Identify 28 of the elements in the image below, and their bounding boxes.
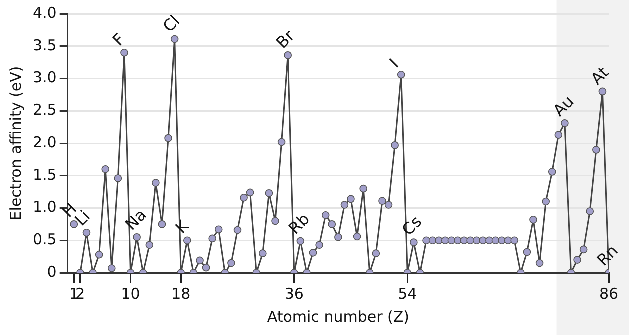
x-tick-label: 2: [76, 284, 86, 303]
annotation: K: [172, 216, 194, 238]
y-tick-label: 1.5: [32, 166, 57, 184]
annotation: Cl: [159, 12, 184, 36]
y-tick-label: 3.0: [32, 68, 57, 87]
x-tick-label: 36: [284, 284, 304, 303]
annotation: I: [386, 54, 403, 72]
x-tick-label: 54: [398, 284, 418, 303]
y-tick-label: 4.0: [32, 4, 57, 22]
x-axis-title: Atomic number (Z): [267, 308, 410, 326]
annotation: Br: [272, 26, 299, 52]
y-axis-title: Electron affinity (eV): [6, 66, 25, 221]
annotation: At: [587, 63, 613, 89]
y-tick-label: 0.5: [32, 230, 57, 249]
y-tick-label: 1.0: [32, 198, 57, 216]
x-tick-label: 18: [172, 284, 191, 303]
y-tick-label: 0: [47, 262, 57, 281]
annotation: Au: [549, 92, 578, 120]
x-tick-label: 86: [599, 284, 619, 303]
annotation: Rn: [593, 241, 622, 270]
annotation: Na: [121, 205, 150, 234]
annotation: Rb: [285, 210, 314, 238]
annotation: F: [108, 30, 129, 50]
annotation: Cs: [398, 212, 426, 240]
y-tick-label: 2.0: [32, 133, 57, 152]
x-tick-label: 10: [121, 284, 140, 303]
y-tick-label: 3.5: [32, 36, 57, 54]
y-tick-label: 2.5: [32, 101, 57, 120]
